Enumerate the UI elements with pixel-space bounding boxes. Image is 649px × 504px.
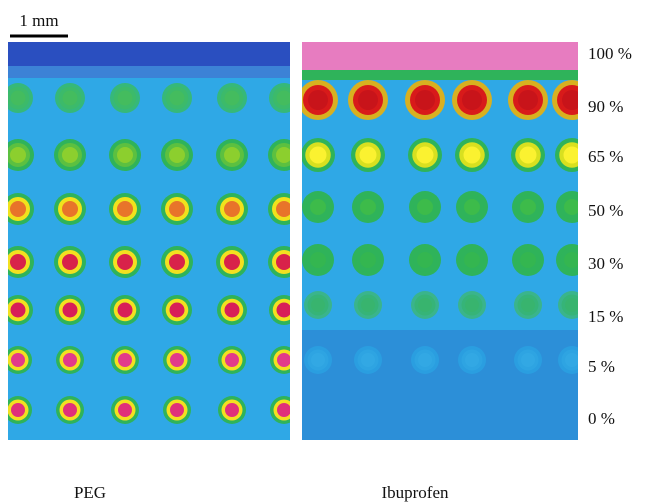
dot-core — [170, 91, 185, 106]
dot-core — [62, 201, 78, 217]
top-band — [302, 42, 578, 72]
dot-core — [63, 353, 77, 367]
panel-label: PEG — [74, 483, 106, 502]
dot-core — [225, 403, 239, 417]
row-label: 90 % — [588, 97, 623, 116]
dot-core — [170, 403, 184, 417]
dot-core — [564, 147, 581, 164]
row-label: 100 % — [588, 44, 632, 63]
dot-core — [276, 147, 292, 163]
dot-core — [62, 147, 78, 163]
dot-core — [360, 147, 377, 164]
dot-core — [310, 199, 326, 215]
dot-core — [564, 199, 580, 215]
dot-core — [311, 353, 325, 367]
dot-core — [277, 403, 291, 417]
dot-core — [277, 353, 291, 367]
dot-core — [118, 303, 133, 318]
dot-core — [358, 90, 378, 110]
dot-core — [170, 303, 185, 318]
ibuprofen-map — [298, 42, 592, 440]
dot-core — [225, 303, 240, 318]
dot-core — [521, 298, 535, 312]
dot-core — [360, 199, 376, 215]
dot-core — [465, 353, 479, 367]
dot-core — [169, 201, 185, 217]
dot-core — [11, 353, 25, 367]
dot-core — [169, 147, 185, 163]
dot-core — [169, 254, 185, 270]
peg-map — [2, 42, 300, 440]
dot-core — [118, 353, 132, 367]
panel-label: Ibuprofen — [381, 483, 449, 502]
dot-core — [565, 353, 579, 367]
row-label: 0 % — [588, 409, 615, 428]
dot-core — [63, 403, 77, 417]
dot-core — [224, 201, 240, 217]
dot-core — [418, 298, 432, 312]
dot-core — [117, 147, 133, 163]
dot-core — [415, 90, 435, 110]
row-label: 5 % — [588, 357, 615, 376]
row-label: 15 % — [588, 307, 623, 326]
dot-core — [465, 298, 479, 312]
dot-core — [63, 91, 78, 106]
dot-core — [464, 252, 480, 268]
dot-core — [276, 201, 292, 217]
dot-core — [360, 252, 376, 268]
map-background — [8, 42, 290, 440]
dot-core — [10, 201, 26, 217]
dot-core — [361, 353, 375, 367]
dot-core — [118, 403, 132, 417]
dot-core — [62, 254, 78, 270]
row-label: 65 % — [588, 147, 623, 166]
top-band-edge — [8, 66, 290, 78]
figure: 1 mm PEG Ibuprofen 100 % 90 % 65 % 50 % 30 %… — [0, 0, 649, 504]
dot-core — [118, 91, 133, 106]
dot-core — [417, 147, 434, 164]
top-band-edge — [302, 70, 578, 80]
dot-core — [464, 199, 480, 215]
dot-core — [170, 353, 184, 367]
dot-core — [464, 147, 481, 164]
dot-core — [225, 353, 239, 367]
top-band — [8, 42, 290, 68]
dot-core — [11, 403, 25, 417]
dot-core — [63, 303, 78, 318]
dot-core — [562, 90, 582, 110]
dot-core — [520, 147, 537, 164]
dot-core — [520, 199, 536, 215]
dot-core — [521, 353, 535, 367]
dot-core — [417, 252, 433, 268]
dot-core — [11, 303, 26, 318]
dot-core — [224, 254, 240, 270]
dot-core — [277, 303, 292, 318]
row-label: 50 % — [588, 201, 623, 220]
dot-core — [361, 298, 375, 312]
dot-core — [277, 91, 292, 106]
dot-core — [564, 252, 580, 268]
scale-bar-label: 1 mm — [19, 11, 58, 30]
dot-core — [310, 252, 326, 268]
dot-core — [520, 252, 536, 268]
dot-core — [310, 147, 327, 164]
dot-core — [308, 90, 328, 110]
lower-region — [302, 330, 578, 440]
dot-core — [462, 90, 482, 110]
dot-core — [518, 90, 538, 110]
dot-core — [418, 353, 432, 367]
row-label: 30 % — [588, 254, 623, 273]
dot-core — [225, 91, 240, 106]
dot-core — [565, 298, 579, 312]
dot-core — [10, 147, 26, 163]
dot-core — [117, 254, 133, 270]
dot-core — [224, 147, 240, 163]
dot-core — [117, 201, 133, 217]
dot-core — [276, 254, 292, 270]
dot-core — [311, 298, 325, 312]
dot-core — [10, 254, 26, 270]
dot-core — [11, 91, 26, 106]
dot-core — [417, 199, 433, 215]
